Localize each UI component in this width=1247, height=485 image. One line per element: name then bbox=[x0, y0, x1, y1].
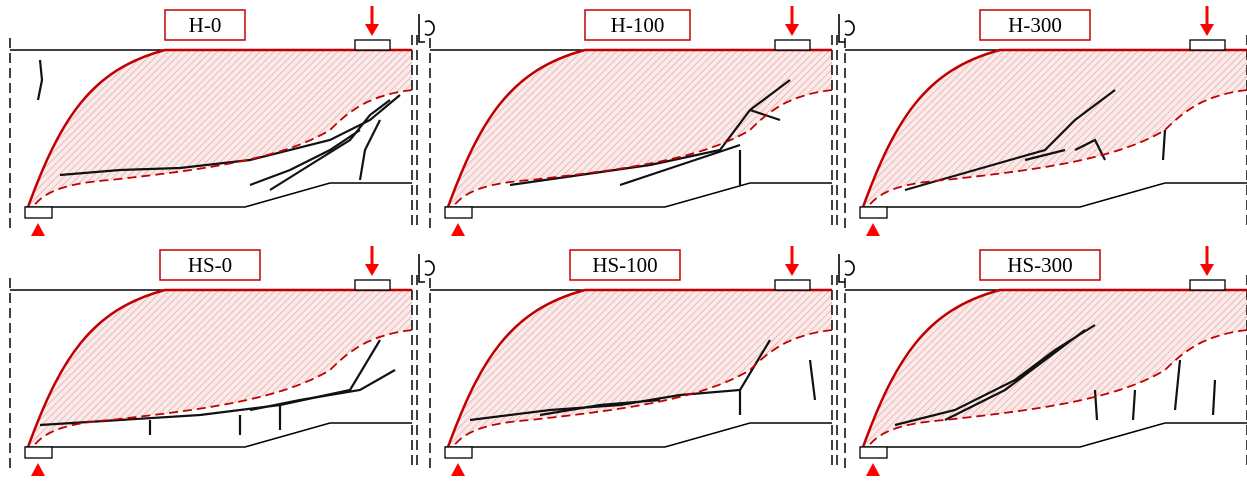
failure-boundary-dashed bbox=[867, 329, 1247, 448]
label-box bbox=[979, 9, 1091, 41]
load-arrow-head bbox=[365, 24, 379, 36]
section-line bbox=[844, 35, 1247, 228]
crack bbox=[358, 119, 381, 181]
crack bbox=[944, 329, 1086, 421]
failure-zone bbox=[28, 290, 412, 447]
crack bbox=[269, 99, 391, 191]
load-arrow-head bbox=[1200, 264, 1214, 276]
beam-panel: HS-300 bbox=[844, 246, 1247, 476]
support-triangle bbox=[31, 463, 45, 476]
crack bbox=[59, 94, 401, 177]
crack bbox=[36, 59, 44, 101]
failure-zone bbox=[448, 290, 832, 447]
label-box bbox=[164, 9, 246, 41]
label-box bbox=[584, 9, 691, 41]
section-line bbox=[9, 275, 418, 468]
load-arrow-head bbox=[365, 264, 379, 276]
beam-panel: H-0 bbox=[9, 6, 435, 236]
crack bbox=[1024, 148, 1066, 162]
support-plate bbox=[859, 446, 888, 459]
load-plate bbox=[354, 39, 391, 51]
load-plate bbox=[774, 39, 811, 51]
support-triangle bbox=[31, 223, 45, 236]
load-plate bbox=[354, 279, 391, 291]
failure-boundary-dashed bbox=[32, 89, 413, 208]
panel-label: HS-0 bbox=[188, 253, 232, 277]
beam-panel: H-300 bbox=[844, 6, 1247, 236]
load-arrow-head bbox=[1200, 24, 1214, 36]
crack bbox=[1161, 129, 1167, 161]
support-plate bbox=[859, 206, 888, 219]
crack bbox=[619, 143, 741, 187]
label-box bbox=[569, 249, 681, 281]
crack bbox=[1173, 359, 1182, 411]
section-line bbox=[429, 275, 838, 468]
centerline-symbol bbox=[838, 254, 855, 283]
panel-label: H-0 bbox=[189, 13, 222, 37]
failure-zone bbox=[863, 50, 1247, 207]
load-plate bbox=[1189, 279, 1226, 291]
load-plate bbox=[774, 279, 811, 291]
support-plate bbox=[24, 206, 53, 219]
failure-boundary bbox=[446, 288, 832, 448]
panel-label: HS-100 bbox=[592, 253, 657, 277]
crack bbox=[539, 398, 661, 417]
support-plate bbox=[24, 446, 53, 459]
section-line bbox=[844, 275, 1247, 468]
panel-label: HS-300 bbox=[1007, 253, 1072, 277]
support-triangle bbox=[866, 223, 880, 236]
failure-boundary-dashed bbox=[32, 329, 413, 448]
failure-boundary bbox=[861, 288, 1247, 448]
beam-panel: HS-0 bbox=[9, 246, 435, 476]
crack bbox=[509, 79, 791, 187]
load-plate bbox=[1189, 39, 1226, 51]
beam-panel: H-100 bbox=[429, 6, 855, 236]
panel-label: H-300 bbox=[1008, 13, 1062, 37]
failure-boundary bbox=[861, 48, 1247, 208]
crack bbox=[1131, 389, 1137, 421]
failure-boundary-dashed bbox=[452, 89, 833, 208]
failure-boundary bbox=[446, 48, 832, 208]
centerline-symbol bbox=[418, 254, 435, 283]
failure-zone bbox=[448, 50, 832, 207]
support-plate bbox=[444, 446, 473, 459]
failure-boundary-dashed bbox=[452, 329, 833, 448]
crack bbox=[904, 89, 1116, 192]
crack bbox=[249, 129, 361, 187]
failure-boundary-dashed bbox=[867, 89, 1247, 208]
failure-boundary bbox=[26, 288, 412, 448]
centerline-symbol bbox=[418, 14, 435, 43]
section-line bbox=[9, 35, 418, 228]
section-line bbox=[429, 35, 838, 228]
crack bbox=[1093, 389, 1099, 421]
label-box bbox=[159, 249, 261, 281]
load-arrow-head bbox=[785, 24, 799, 36]
crack bbox=[1074, 138, 1106, 161]
failure-zone bbox=[28, 50, 412, 207]
support-triangle bbox=[451, 463, 465, 476]
centerline-symbol bbox=[838, 14, 855, 43]
crack bbox=[808, 359, 817, 401]
support-triangle bbox=[451, 223, 465, 236]
support-triangle bbox=[866, 463, 880, 476]
failure-boundary bbox=[26, 48, 412, 208]
panel-label: H-100 bbox=[611, 13, 665, 37]
support-plate bbox=[444, 206, 473, 219]
crack bbox=[1211, 379, 1217, 416]
load-arrow-head bbox=[785, 264, 799, 276]
beam-panel: HS-100 bbox=[429, 246, 855, 476]
label-box bbox=[979, 249, 1101, 281]
crack bbox=[749, 108, 781, 122]
crack bbox=[249, 369, 396, 412]
